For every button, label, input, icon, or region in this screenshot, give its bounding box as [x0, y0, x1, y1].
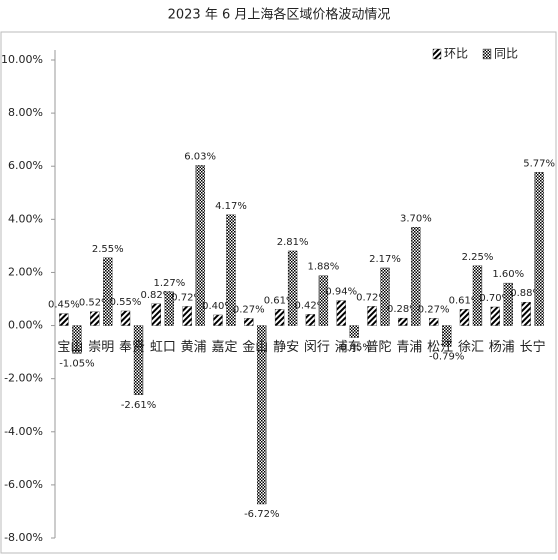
data-label: 0.88%	[510, 288, 542, 299]
x-tick-label: 闵行	[304, 340, 330, 355]
bar	[133, 325, 144, 396]
x-tick-label: 黄浦	[181, 340, 207, 355]
x-tick-label: 静安	[273, 340, 299, 355]
bar	[318, 275, 329, 326]
legend-label: 同比	[494, 47, 518, 61]
bar	[213, 314, 223, 326]
x-tick-label: 浦东	[335, 340, 361, 355]
data-label: 0.28%	[387, 304, 419, 315]
data-label: 1.27%	[153, 278, 185, 289]
bar	[398, 317, 408, 326]
data-label: 0.70%	[479, 293, 511, 304]
x-tick-label: 宝山	[57, 340, 83, 355]
data-label: 0.94%	[325, 287, 357, 298]
y-tick-label: 0.00%	[8, 319, 43, 332]
bar	[274, 309, 285, 326]
legend-swatch	[432, 48, 442, 60]
data-label: 0.27%	[233, 304, 265, 315]
x-tick-label: 青浦	[396, 340, 422, 355]
bar	[459, 309, 470, 326]
x-tick-label: 杨浦	[489, 340, 515, 355]
chart-frame	[0, 31, 557, 554]
x-tick-label: 长宁	[520, 339, 546, 355]
bar	[490, 306, 500, 326]
x-tick-label: 金山	[242, 339, 268, 355]
bar	[367, 306, 377, 326]
data-label: 0.45%	[48, 300, 80, 311]
legend-swatch	[482, 48, 492, 60]
x-tick-label: 嘉定	[211, 340, 237, 355]
data-label: 1.88%	[308, 262, 340, 273]
bar	[442, 325, 452, 347]
data-label: 2.81%	[277, 237, 309, 248]
bar	[257, 325, 267, 505]
bar	[164, 291, 174, 326]
bar	[336, 300, 346, 326]
y-tick-label: -8.00%	[4, 531, 43, 544]
y-tick-label: -6.00%	[4, 478, 43, 491]
bar	[90, 311, 100, 326]
data-label: 0.52%	[79, 298, 111, 309]
data-label: 0.72%	[356, 292, 388, 303]
y-tick-label: -4.00%	[4, 425, 43, 438]
bar	[151, 303, 161, 326]
data-label: 0.82%	[140, 290, 172, 301]
x-tick-label: 崇明	[88, 340, 114, 355]
data-label: 2.25%	[462, 252, 494, 263]
bar	[182, 306, 192, 326]
data-label: -0.79%	[429, 352, 464, 363]
data-label: 0.42%	[295, 300, 327, 311]
bar	[349, 325, 359, 338]
bar	[380, 267, 390, 326]
bar	[534, 172, 544, 326]
bar	[411, 227, 421, 326]
bar	[472, 265, 483, 326]
y-tick-label: 10.00%	[1, 53, 43, 66]
data-label: -1.05%	[59, 358, 94, 369]
data-label: -2.61%	[121, 400, 156, 411]
data-label: -0.45%	[337, 343, 372, 354]
y-tick-label: 4.00%	[8, 212, 43, 225]
data-label: 0.72%	[171, 292, 203, 303]
legend-label: 环比	[444, 47, 468, 61]
data-label: 4.17%	[215, 201, 247, 212]
data-label: 1.60%	[492, 269, 524, 280]
x-tick-label: 奉贤	[119, 340, 145, 355]
x-tick-label: 松江	[427, 340, 453, 355]
y-tick-label: 6.00%	[8, 159, 43, 172]
data-label: 6.03%	[184, 151, 216, 162]
bar	[72, 325, 82, 354]
bar	[429, 318, 439, 326]
bar	[195, 165, 205, 326]
data-label: -6.72%	[244, 509, 279, 520]
data-label: 3.70%	[400, 213, 432, 224]
x-tick-label: 普陀	[366, 339, 392, 355]
bar	[287, 250, 298, 326]
data-label: 0.61%	[264, 295, 296, 306]
x-tick-label: 虹口	[150, 340, 176, 355]
data-label: 5.77%	[523, 158, 555, 169]
data-label: 2.55%	[92, 244, 124, 255]
data-label: 0.55%	[110, 297, 142, 308]
bar	[120, 310, 131, 326]
x-tick-label: 徐汇	[458, 340, 484, 355]
data-label: 0.40%	[202, 301, 234, 312]
bar	[305, 314, 316, 326]
bar	[226, 214, 236, 326]
data-label: 2.17%	[369, 254, 401, 265]
bar	[103, 257, 113, 326]
bar	[521, 302, 531, 326]
y-tick-label: -2.00%	[4, 372, 43, 385]
bar	[503, 282, 513, 326]
bar	[59, 313, 69, 326]
chart-title: 2023 年 6 月上海各区域价格波动情况	[168, 7, 391, 23]
data-label: 0.27%	[418, 304, 450, 315]
y-tick-label: 8.00%	[8, 106, 43, 119]
data-label: 0.61%	[449, 295, 481, 306]
y-tick-label: 2.00%	[8, 265, 43, 278]
bar	[244, 318, 254, 326]
